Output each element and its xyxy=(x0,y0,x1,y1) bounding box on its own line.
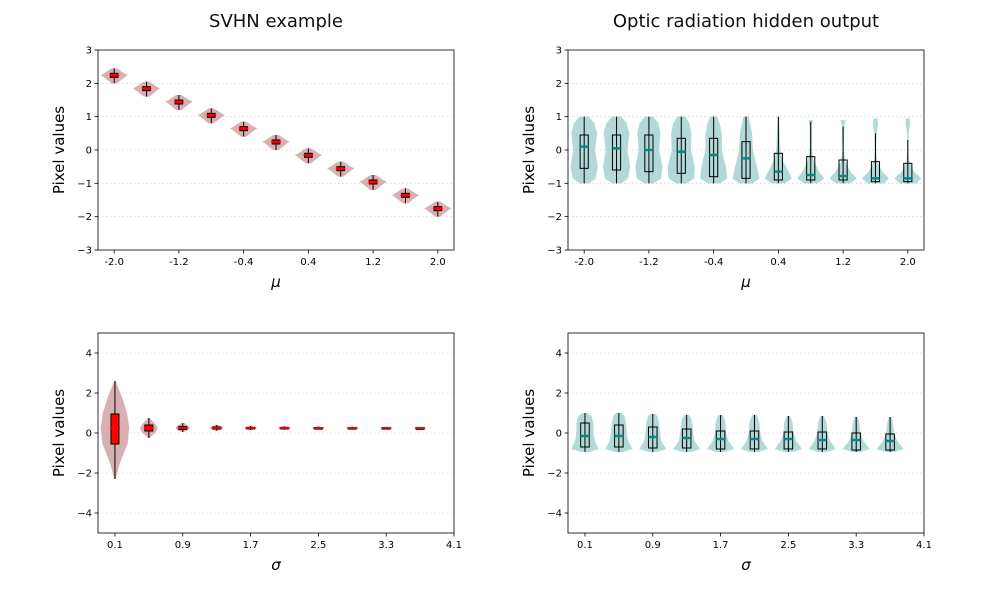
y-tick-label: −1 xyxy=(547,179,562,190)
y-tick-label: 4 xyxy=(86,349,92,360)
x-tick-label: 3.3 xyxy=(848,540,864,551)
y-tick-label: 1 xyxy=(86,112,92,123)
x-tick-label: 2.0 xyxy=(900,257,916,268)
y-tick-label: −2 xyxy=(547,212,562,223)
y-tick-label: 1 xyxy=(556,112,562,123)
y-axis-label: Pixel values xyxy=(50,106,68,194)
box xyxy=(838,159,848,181)
x-tick-label: -1.2 xyxy=(169,257,189,268)
x-tick-label: -1.2 xyxy=(639,257,659,268)
x-tick-label: 0.1 xyxy=(107,540,123,551)
panel-optic-mu: −3 −2 −1 0 1 2 3 -2.0 -1.2 -0.4 0.4 1.2 2.0 μ Pixel va… xyxy=(520,46,925,291)
x-tick-label: -0.4 xyxy=(704,257,724,268)
y-tick-label: 2 xyxy=(86,389,92,400)
x-tick-label: -2.0 xyxy=(574,257,594,268)
y-tick-label: −4 xyxy=(77,509,92,520)
y-tick-label: −2 xyxy=(77,469,92,480)
x-tick-label: 0.4 xyxy=(300,257,316,268)
x-tick-label: 0.4 xyxy=(770,257,786,268)
y-tick-label: 3 xyxy=(556,46,562,57)
x-axis-label: σ xyxy=(741,556,751,574)
box xyxy=(676,137,686,174)
y-tick-label: 4 xyxy=(556,349,562,360)
y-tick-label: −3 xyxy=(77,246,92,257)
x-tick-label: 0.9 xyxy=(645,540,661,551)
box xyxy=(903,162,913,183)
y-tick-label: 2 xyxy=(556,389,562,400)
x-tick-label: 0.1 xyxy=(577,540,593,551)
box xyxy=(579,134,589,169)
y-tick-label: 3 xyxy=(86,46,92,57)
box xyxy=(611,134,622,171)
x-tick-label: 1.7 xyxy=(713,540,729,551)
box xyxy=(741,141,751,179)
box xyxy=(783,431,794,450)
x-tick-label: 1.2 xyxy=(835,257,851,268)
y-tick-label: −1 xyxy=(77,179,92,190)
x-tick-label: 2.0 xyxy=(430,257,446,268)
x-tick-label: 1.7 xyxy=(243,540,259,551)
y-tick-label: 0 xyxy=(86,429,92,440)
box xyxy=(773,152,783,181)
box xyxy=(110,413,120,445)
x-tick-label: 1.2 xyxy=(365,257,381,268)
right-column-title: Optic radiation hidden output xyxy=(612,11,880,32)
y-tick-label: 0 xyxy=(556,146,562,157)
y-tick-label: 0 xyxy=(86,146,92,157)
panel-svhn-mu: −3 −2 −1 0 1 2 3 -2.0 -1.2 -0.4 0.4 1.2 2.0 μ Pixel va… xyxy=(50,46,455,291)
x-tick-label: 4.1 xyxy=(446,540,462,551)
x-tick-label: 3.3 xyxy=(378,540,394,551)
y-axis-label: Pixel values xyxy=(50,389,68,477)
x-tick-label: 0.9 xyxy=(175,540,191,551)
box xyxy=(806,156,816,181)
box xyxy=(870,161,881,183)
x-tick-label: 4.1 xyxy=(916,540,932,551)
panel-optic-sigma: −4 −2 0 2 4 0.1 0.9 1.7 2.5 3.3 4.1 σ Pixel values xyxy=(520,332,932,574)
y-tick-label: 0 xyxy=(556,429,562,440)
y-axis-label: Pixel values xyxy=(520,389,538,477)
y-tick-label: −2 xyxy=(547,469,562,480)
x-tick-label: 2.5 xyxy=(310,540,326,551)
y-axis-label: Pixel values xyxy=(520,106,538,194)
y-tick-label: −2 xyxy=(77,212,92,223)
panel-svhn-sigma: −4 −2 0 2 4 0.1 0.9 1.7 2.5 3.3 4.1 σ Pixel values xyxy=(50,332,462,574)
x-tick-label: -0.4 xyxy=(234,257,254,268)
x-axis-label: μ xyxy=(270,273,281,291)
y-tick-label: −3 xyxy=(547,246,562,257)
x-tick-label: 2.5 xyxy=(780,540,796,551)
box xyxy=(644,134,654,173)
y-tick-label: 2 xyxy=(556,79,562,90)
x-tick-label: -2.0 xyxy=(104,257,124,268)
x-axis-label: μ xyxy=(740,273,751,291)
left-column-title: SVHN example xyxy=(209,11,343,32)
x-axis-label: σ xyxy=(271,556,281,574)
box xyxy=(851,432,861,451)
y-tick-label: 2 xyxy=(86,79,92,90)
box xyxy=(709,137,719,178)
y-tick-label: −4 xyxy=(547,509,562,520)
